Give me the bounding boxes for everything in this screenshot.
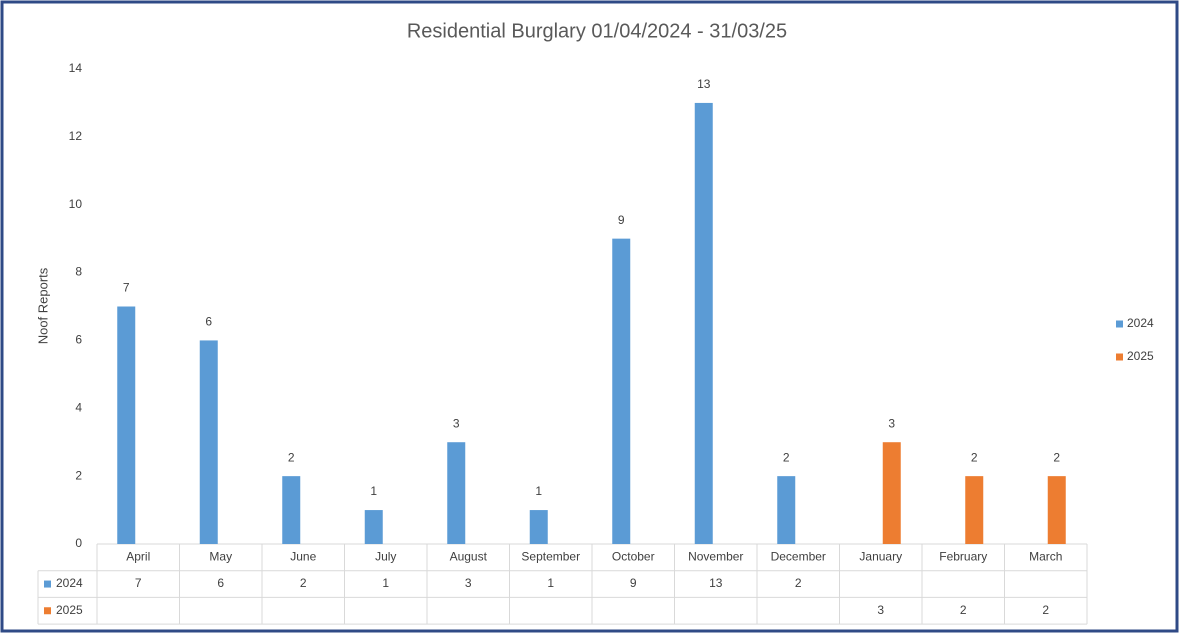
x-tick-label: December [771, 550, 826, 564]
x-tick-label: October [612, 550, 655, 564]
table-series-name: 2025 [56, 603, 83, 617]
table-value: 2 [1042, 603, 1049, 617]
y-tick-label: 6 [75, 333, 82, 347]
legend-key [1116, 353, 1123, 361]
x-tick-label: June [290, 550, 316, 564]
bar [694, 102, 713, 544]
bar [612, 238, 631, 544]
y-tick-label: 0 [75, 536, 82, 550]
data-label: 7 [123, 281, 130, 295]
y-tick-label: 2 [75, 468, 82, 482]
table-value: 2 [960, 603, 967, 617]
table-value: 9 [630, 576, 637, 590]
legend-label: 2025 [1127, 349, 1154, 363]
data-label: 2 [783, 450, 790, 464]
x-tick-label: July [375, 550, 396, 564]
x-tick-label: January [859, 550, 902, 564]
x-tick-label: May [209, 550, 232, 564]
data-label: 3 [453, 416, 460, 430]
table-value: 2 [300, 576, 307, 590]
y-tick-label: 8 [75, 265, 82, 279]
data-label: 2 [1053, 450, 1060, 464]
table-legend-key [44, 580, 51, 588]
table-value: 6 [217, 576, 224, 590]
table-value: 7 [135, 576, 142, 590]
y-axis-label: Noof Reports [35, 267, 50, 344]
bar [777, 476, 796, 544]
bar [199, 340, 218, 544]
table-value: 3 [877, 603, 884, 617]
bar [529, 510, 548, 544]
table-value: 1 [382, 576, 389, 590]
y-tick-label: 12 [69, 129, 83, 143]
x-tick-label: November [688, 550, 743, 564]
data-label: 3 [888, 416, 895, 430]
bar [882, 442, 901, 544]
x-tick-label: March [1029, 550, 1062, 564]
legend-label: 2024 [1127, 316, 1154, 330]
bar [1047, 476, 1066, 544]
bar [282, 476, 301, 544]
bar [117, 306, 136, 544]
y-tick-label: 14 [69, 61, 83, 75]
data-label: 13 [697, 77, 711, 91]
table-value: 13 [709, 576, 723, 590]
x-tick-label: April [126, 550, 150, 564]
bar [364, 510, 383, 544]
y-tick-label: 10 [69, 197, 83, 211]
data-label: 9 [618, 213, 625, 227]
x-tick-label: August [450, 550, 488, 564]
data-label: 2 [288, 450, 295, 464]
x-tick-label: February [939, 550, 987, 564]
data-label: 6 [205, 315, 212, 329]
bar [965, 476, 984, 544]
data-label: 2 [971, 450, 978, 464]
table-series-name: 2024 [56, 576, 83, 590]
table-value: 1 [547, 576, 554, 590]
legend-key [1116, 320, 1123, 328]
bar [447, 442, 466, 544]
table-legend-key [44, 607, 51, 615]
x-tick-label: September [521, 550, 580, 564]
chart-title: Residential Burglary 01/04/2024 - 31/03/… [407, 20, 787, 42]
data-label: 1 [370, 484, 377, 498]
y-tick-label: 4 [75, 400, 82, 414]
table-value: 3 [465, 576, 472, 590]
data-label: 1 [535, 484, 542, 498]
table-value: 2 [795, 576, 802, 590]
